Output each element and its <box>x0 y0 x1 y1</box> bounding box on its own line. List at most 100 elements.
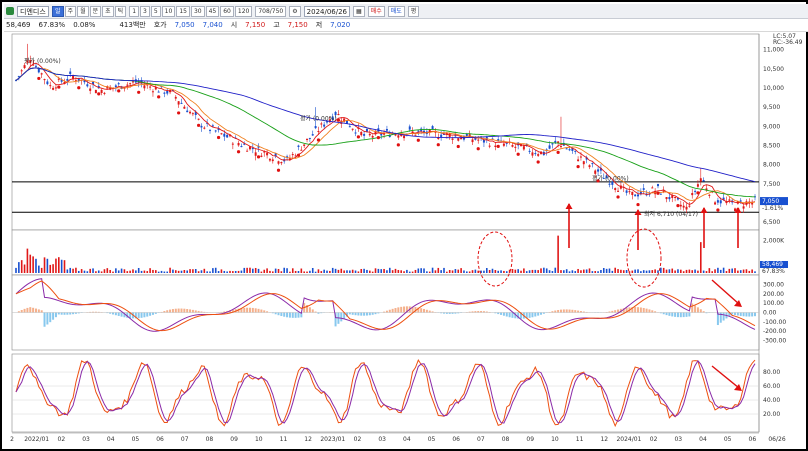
candle-body <box>397 135 400 138</box>
macd-histogram-bar <box>736 312 739 316</box>
candle-body <box>528 150 531 152</box>
period-button-1[interactable]: 주 <box>64 5 77 17</box>
macd-histogram-bar <box>728 312 731 317</box>
candle-body <box>705 188 708 191</box>
volume-bar <box>226 271 228 273</box>
extra-button[interactable]: 평 <box>407 5 420 17</box>
candle-body <box>551 143 554 145</box>
period-button-5[interactable]: 틱 <box>114 5 127 17</box>
calendar-icon[interactable]: ▦ <box>353 5 365 17</box>
macd-histogram-bar <box>251 307 254 313</box>
candle-body <box>74 80 77 82</box>
volume-bar <box>77 270 80 273</box>
volume-bar <box>172 269 174 273</box>
volume-bar <box>568 271 571 273</box>
volume-bar <box>383 268 385 273</box>
interval-button-5[interactable]: 5 <box>150 5 161 17</box>
stock-logo-icon <box>6 7 14 15</box>
volume-bar <box>294 270 297 273</box>
macd-histogram-bar <box>246 307 249 313</box>
candle-body <box>243 143 246 145</box>
interval-button-30[interactable]: 30 <box>190 5 205 17</box>
period-button-2[interactable]: 월 <box>77 5 89 17</box>
x-tick-label: 06/26 <box>768 436 785 443</box>
volume-bar <box>403 271 405 273</box>
stock-name-field[interactable]: 디엔디스 <box>17 5 49 17</box>
macd-histogram-bar <box>742 312 745 317</box>
period-button-0[interactable]: 일 <box>52 5 64 17</box>
candle-body <box>548 145 551 149</box>
macd-tick-label: -300.00 <box>763 338 786 345</box>
volume-bar <box>38 265 40 273</box>
interval-button-15[interactable]: 15 <box>176 5 190 17</box>
candle-body <box>103 92 106 94</box>
candle-body <box>423 130 426 133</box>
macd-histogram-bar <box>417 307 420 313</box>
candle-body <box>617 190 620 192</box>
signal-dot <box>296 153 301 157</box>
macd-histogram-bar <box>89 311 92 313</box>
macd-histogram-bar <box>394 308 397 313</box>
macd-tick-label: 300.00 <box>763 281 784 288</box>
stoch-tick-label: 20.00 <box>763 411 780 418</box>
stock-chart[interactable]: 11,000 10,500 10,000 9,500 9,000 8,500 8,000 7,… <box>4 32 808 451</box>
volume-bar <box>377 268 380 273</box>
sell-button[interactable]: 매도 <box>387 5 405 17</box>
macd-histogram-bar <box>457 312 460 314</box>
volume-bar <box>163 271 166 273</box>
x-tick-label: 10 <box>255 436 263 443</box>
interval-button-10[interactable]: 10 <box>161 5 176 17</box>
volume-bar <box>20 260 23 273</box>
candle-body <box>106 86 109 89</box>
macd-histogram-bar <box>143 312 146 318</box>
buy-button[interactable]: 매수 <box>367 5 385 17</box>
macd-histogram-bar <box>679 312 682 318</box>
volume-bar <box>543 267 545 273</box>
macd-histogram-bar <box>559 309 562 313</box>
signal-dot <box>97 92 101 96</box>
candle-body <box>223 133 226 137</box>
volume-bar <box>451 270 454 273</box>
candle-body <box>445 132 448 135</box>
volume-bar <box>60 259 63 273</box>
period-button-3[interactable]: 분 <box>89 5 102 17</box>
macd-histogram-bar <box>397 307 400 313</box>
interval-button-60[interactable]: 60 <box>220 5 234 17</box>
volume-bar <box>209 271 211 273</box>
candle-body <box>559 146 562 148</box>
interval-button-1[interactable]: 1 <box>129 5 140 17</box>
volume-bar <box>431 267 434 273</box>
signal-dot <box>396 143 400 147</box>
signal-dot <box>676 204 680 208</box>
signal-dot <box>57 85 61 89</box>
volume-bar <box>645 270 648 273</box>
candle-body <box>326 121 329 123</box>
candle-body <box>568 149 571 151</box>
interval-button-45[interactable]: 45 <box>205 5 220 17</box>
volume-bar <box>297 271 300 273</box>
volume-bar <box>725 271 728 273</box>
candle-body <box>497 139 500 141</box>
period-button-4[interactable]: 초 <box>102 5 114 17</box>
candle-body <box>49 85 52 87</box>
settings-icon[interactable]: ⚙ <box>289 5 301 17</box>
volume-bar <box>551 271 554 273</box>
volume-bar <box>229 270 231 273</box>
date-field[interactable]: 2024/06/26 <box>303 5 351 17</box>
interval-button-120[interactable]: 120 <box>234 5 253 17</box>
macd-histogram-bar <box>317 312 320 314</box>
macd-histogram-bar <box>340 312 343 322</box>
macd-histogram-bar <box>554 310 557 313</box>
volume-bar <box>309 270 311 273</box>
candle-body <box>72 75 75 80</box>
zoom-field[interactable]: 708/750 <box>255 5 287 17</box>
candle-body <box>129 83 132 85</box>
macd-histogram-bar <box>260 309 263 313</box>
volume-bar <box>711 271 714 273</box>
macd-histogram-bar <box>691 303 694 313</box>
volume-bar <box>340 268 343 273</box>
interval-button-3[interactable]: 3 <box>140 5 150 17</box>
macd-histogram-bar <box>46 312 49 325</box>
volume-bar <box>728 268 731 273</box>
candle-body <box>634 194 637 197</box>
